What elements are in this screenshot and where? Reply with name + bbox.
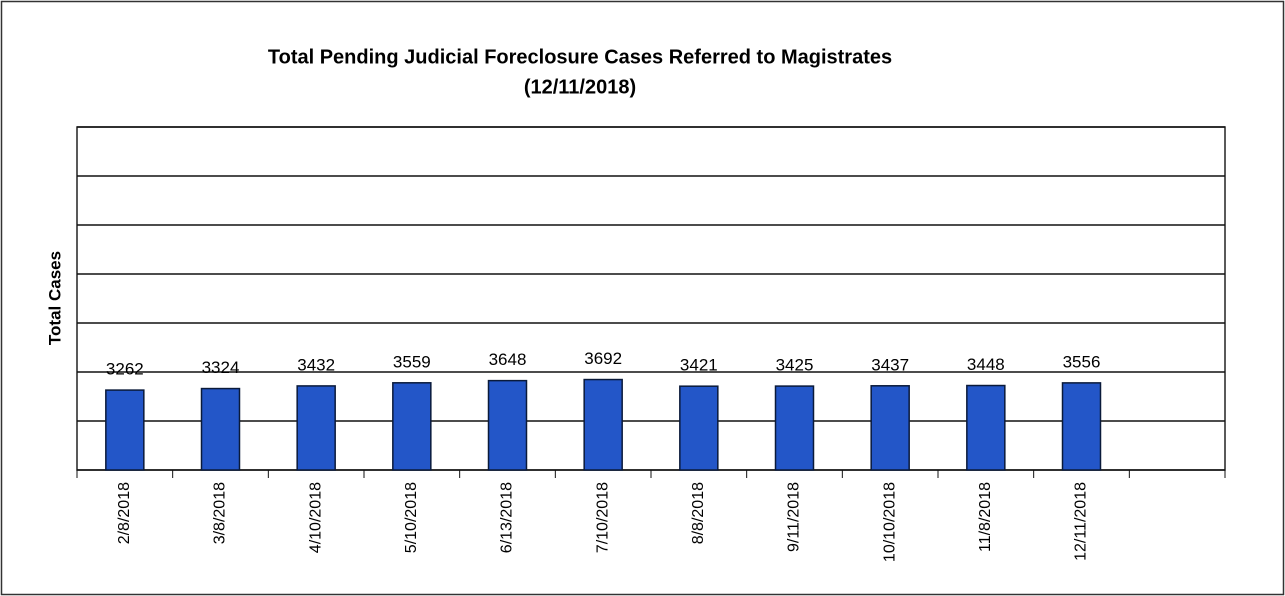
bar — [774, 385, 815, 471]
x-tick-label: 5/10/2018 — [403, 482, 420, 553]
chart-title: Total Pending Judicial Foreclosure Cases… — [268, 46, 892, 68]
bar — [105, 389, 145, 471]
bar — [296, 385, 336, 471]
data-label: 3559 — [393, 352, 431, 371]
data-label: 3437 — [871, 355, 909, 374]
bar — [200, 387, 241, 471]
bar — [583, 378, 623, 471]
bar — [870, 385, 910, 471]
x-tick-label: 8/8/2018 — [690, 482, 707, 544]
data-label: 3324 — [202, 358, 240, 377]
x-tick-label: 10/10/2018 — [881, 482, 898, 562]
x-tick-label: 9/11/2018 — [786, 482, 803, 552]
x-tick-label: 2/8/2018 — [116, 482, 133, 544]
bar — [679, 385, 719, 471]
chart-subtitle: (12/11/2018) — [524, 76, 636, 98]
x-tick-label: 7/10/2018 — [594, 482, 611, 553]
data-label: 3692 — [584, 349, 622, 368]
data-label: 3556 — [1063, 352, 1101, 371]
data-label: 3425 — [776, 356, 814, 375]
bar — [487, 379, 528, 471]
x-tick-label: 3/8/2018 — [212, 482, 229, 544]
x-tick-label: 11/8/2018 — [977, 482, 994, 552]
x-tick-label: 12/11/2018 — [1073, 482, 1090, 561]
data-label: 3448 — [967, 355, 1005, 374]
data-label: 3432 — [297, 355, 335, 374]
x-tick-label: 6/13/2018 — [499, 482, 516, 553]
y-axis-label: Total Cases — [45, 251, 64, 345]
x-tick-label: 4/10/2018 — [307, 482, 324, 553]
bar — [1061, 382, 1102, 471]
data-label: 3648 — [489, 350, 527, 369]
data-label: 3421 — [680, 356, 718, 375]
bar — [966, 384, 1006, 471]
bar — [392, 382, 432, 471]
data-label: 3262 — [106, 360, 144, 379]
